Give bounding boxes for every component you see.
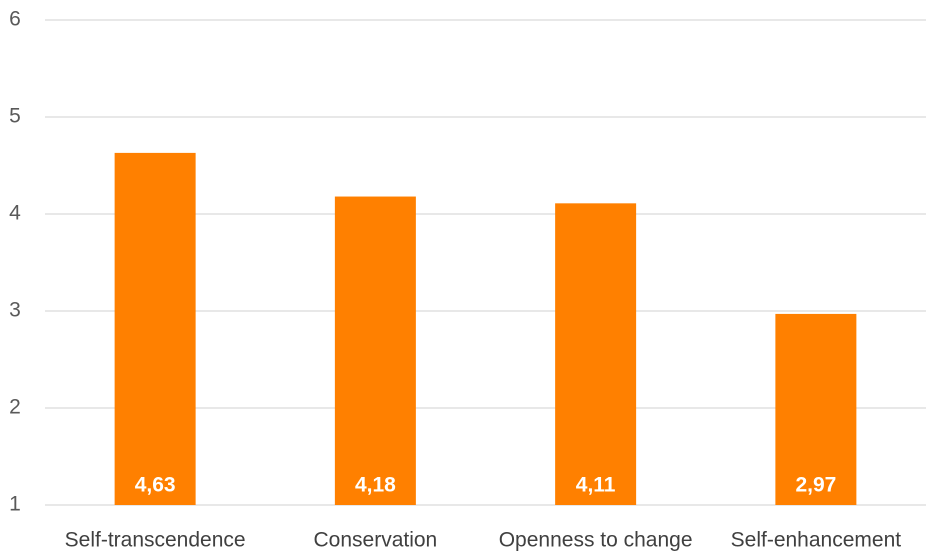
bar-value-label: 2,97 (795, 474, 836, 497)
y-tick-label: 4 (9, 202, 21, 225)
y-tick-label: 3 (9, 299, 21, 322)
bar-self-transcendence (114, 152, 196, 505)
y-tick-label: 6 (9, 8, 21, 31)
y-tick-label: 2 (9, 396, 21, 419)
bar-self-enhancement (775, 313, 857, 505)
bar-value-label: 4,11 (576, 474, 616, 497)
x-tick-label: Conservation (314, 529, 438, 552)
bar-value-label: 4,18 (355, 474, 396, 497)
bars (114, 152, 857, 506)
bar-value-label: 4,63 (135, 474, 176, 497)
y-tick-label: 5 (9, 105, 21, 128)
x-tick-label: Self-enhancement (731, 529, 902, 552)
bar-openness-to-change (555, 203, 637, 505)
x-tick-label: Self-transcendence (65, 529, 246, 552)
bar-conservation (334, 196, 416, 506)
x-axis: Self-transcendence Conservation Openness t… (65, 529, 902, 552)
y-axis: 1 2 3 4 5 6 (9, 8, 21, 516)
x-tick-label: Openness to change (499, 529, 693, 552)
y-tick-label: 1 (9, 493, 21, 516)
bar-value-labels: 4,63 4,18 4,11 2,97 (135, 474, 837, 497)
